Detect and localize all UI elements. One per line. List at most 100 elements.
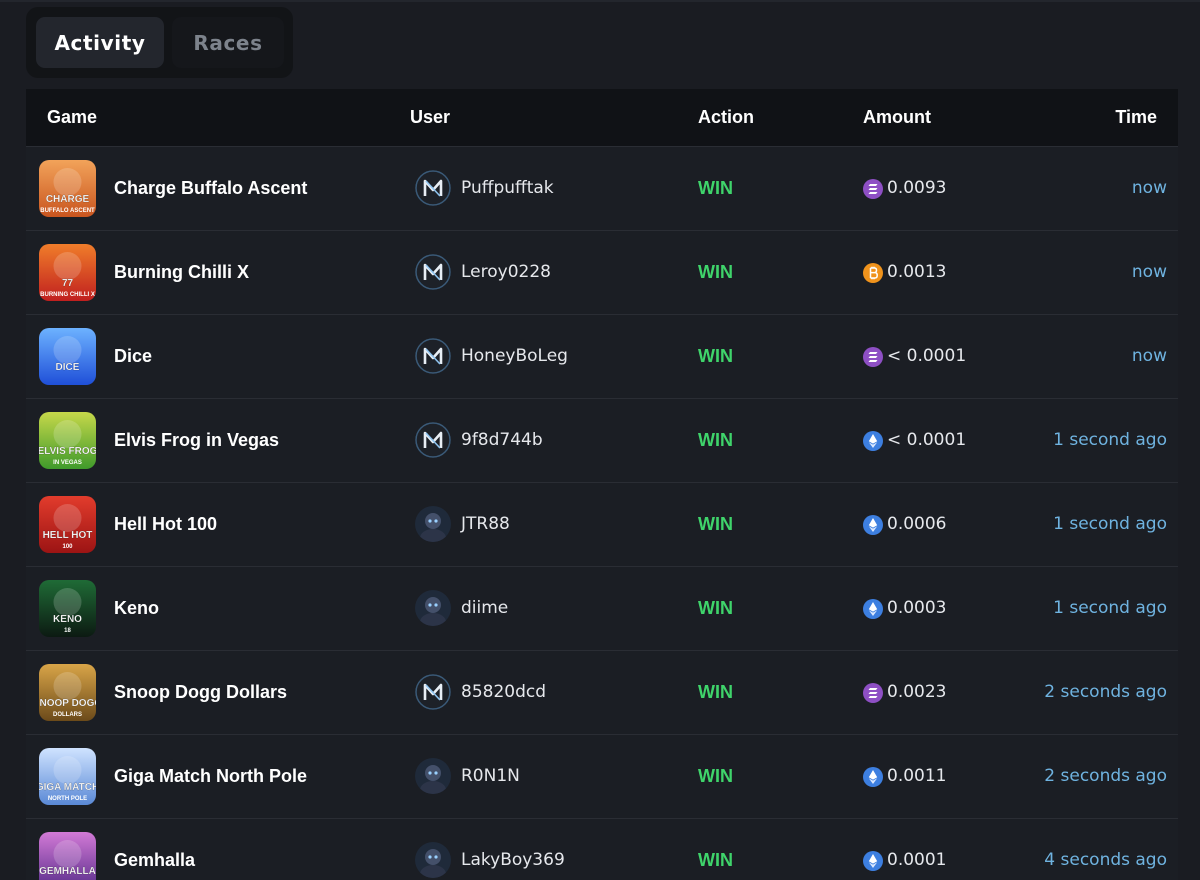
bet-amount: < 0.0001 [887, 430, 967, 450]
action-win-label: WIN [698, 430, 733, 450]
ethereum-icon [863, 767, 883, 787]
action-win-label: WIN [698, 178, 733, 198]
username[interactable]: LakyBoy369 [461, 850, 565, 870]
time-ago: now [1131, 346, 1167, 366]
header-time: Time [1115, 107, 1157, 127]
bet-amount: 0.0093 [887, 178, 947, 198]
action-win-label: WIN [698, 346, 733, 366]
game-thumbnail[interactable]: GIGA MATCH NORTH POLE [39, 748, 96, 805]
game-thumbnail-subtitle: BURNING CHILLI X [40, 292, 95, 298]
game-name-link[interactable]: Hell Hot 100 [114, 514, 218, 534]
game-thumbnail[interactable]: DICE [39, 328, 96, 385]
solana-icon [863, 347, 883, 367]
game-thumbnail[interactable]: SNOOP DOGG DOLLARS [39, 664, 96, 721]
table-row[interactable]: GEMHALLA Gemhalla LakyBoy369 WIN 0.0001 4 sec… [26, 818, 1178, 880]
game-name-link[interactable]: Snoop Dogg Dollars [114, 682, 287, 702]
table-row[interactable]: CHARGE BUFFALO ASCENT Charge Buffalo Ascen… [26, 146, 1178, 229]
tab-activity[interactable]: Activity [36, 17, 164, 68]
table-row[interactable]: ELVIS FROG IN VEGAS Elvis Frog in Vegas 9f8… [26, 398, 1178, 481]
time-ago: 2 seconds ago [1044, 682, 1167, 702]
table-row[interactable]: GIGA MATCH NORTH POLE Giga Match North Pol… [26, 734, 1178, 817]
action-win-label: WIN [698, 514, 733, 534]
bet-amount: 0.0001 [887, 850, 947, 870]
username[interactable]: 9f8d744b [461, 430, 543, 450]
activity-tabs: Activity Races [26, 7, 293, 78]
action-win-label: WIN [698, 766, 733, 786]
action-win-label: WIN [698, 682, 733, 702]
table-row[interactable]: 77 BURNING CHILLI X Burning Chilli X Leroy0… [26, 230, 1178, 313]
bet-amount: 0.0011 [887, 766, 947, 786]
table-row[interactable]: DICE Dice HoneyBoLeg WIN < 0.0001 now [26, 314, 1178, 397]
username[interactable]: JTR88 [461, 514, 510, 534]
username[interactable]: R0N1N [461, 766, 520, 786]
user-photo-avatar[interactable] [415, 758, 451, 794]
solana-icon [863, 179, 883, 199]
game-thumbnail-title: DICE [56, 362, 80, 373]
game-thumbnail-title: CHARGE [46, 194, 90, 205]
username[interactable]: Leroy0228 [461, 262, 551, 282]
bet-amount: < 0.0001 [887, 346, 967, 366]
game-thumbnail-title: SNOOP DOGG [39, 698, 96, 709]
game-thumbnail-subtitle: 18 [64, 628, 71, 634]
action-win-label: WIN [698, 850, 733, 870]
game-thumbnail[interactable]: CHARGE BUFFALO ASCENT [39, 160, 96, 217]
action-win-label: WIN [698, 262, 733, 282]
user-logo-avatar[interactable] [415, 338, 451, 374]
bet-amount: 0.0003 [887, 598, 947, 618]
user-photo-avatar[interactable] [415, 506, 451, 542]
game-thumbnail-title: KENO [53, 614, 82, 625]
game-thumbnail[interactable]: GEMHALLA [39, 832, 96, 880]
username[interactable]: 85820dcd [461, 682, 547, 702]
user-logo-avatar[interactable] [415, 254, 451, 290]
table-row[interactable]: SNOOP DOGG DOLLARS Snoop Dogg Dollars 85820… [26, 650, 1178, 733]
game-thumbnail-title: ELVIS FROG [39, 446, 96, 457]
game-name-link[interactable]: Giga Match North Pole [114, 766, 308, 786]
time-ago: 4 seconds ago [1044, 850, 1167, 870]
tab-races[interactable]: Races [172, 17, 284, 68]
username[interactable]: Puffpufftak [461, 178, 554, 198]
game-name-link[interactable]: Elvis Frog in Vegas [114, 430, 280, 450]
game-name-link[interactable]: Gemhalla [114, 850, 196, 870]
ethereum-icon [863, 431, 883, 451]
game-name-link[interactable]: Dice [114, 346, 153, 366]
game-thumbnail-subtitle: NORTH POLE [48, 796, 87, 802]
table-row[interactable]: HELL HOT 100 Hell Hot 100 JTR88 WIN 0.0006 1 s… [26, 482, 1178, 565]
game-thumbnail[interactable]: KENO 18 [39, 580, 96, 637]
username[interactable]: HoneyBoLeg [461, 346, 568, 366]
table-row[interactable]: KENO 18 Keno diime WIN 0.0003 1 second ago [26, 566, 1178, 649]
game-thumbnail-title: HELL HOT [43, 530, 93, 541]
game-name-link[interactable]: Charge Buffalo Ascent [114, 178, 308, 198]
header-action: Action [698, 107, 754, 127]
ethereum-icon [863, 515, 883, 535]
top-divider [0, 0, 1200, 2]
time-ago: 1 second ago [1053, 514, 1167, 534]
bet-amount: 0.0013 [887, 262, 947, 282]
game-thumbnail[interactable]: 77 BURNING CHILLI X [39, 244, 96, 301]
table-header: Game User Action Amount Time [26, 89, 1178, 146]
activity-table: Game User Action Amount Time CHARGE BUFFA… [26, 89, 1178, 880]
game-thumbnail-subtitle: IN VEGAS [53, 460, 82, 466]
game-thumbnail[interactable]: HELL HOT 100 [39, 496, 96, 553]
header-amount: Amount [863, 107, 931, 127]
user-photo-avatar[interactable] [415, 590, 451, 626]
game-thumbnail-subtitle: DOLLARS [53, 712, 82, 718]
user-photo-avatar[interactable] [415, 842, 451, 878]
game-thumbnail-subtitle: 100 [62, 544, 73, 550]
game-thumbnail-title: GIGA MATCH [39, 782, 96, 793]
time-ago: now [1131, 262, 1167, 282]
game-thumbnail[interactable]: ELVIS FROG IN VEGAS [39, 412, 96, 469]
user-logo-avatar[interactable] [415, 674, 451, 710]
user-logo-avatar[interactable] [415, 170, 451, 206]
user-logo-avatar[interactable] [415, 422, 451, 458]
game-name-link[interactable]: Burning Chilli X [114, 262, 249, 282]
header-user: User [410, 107, 451, 127]
time-ago: now [1131, 178, 1167, 198]
action-win-label: WIN [698, 598, 733, 618]
solana-icon [863, 683, 883, 703]
header-game: Game [47, 107, 98, 127]
game-name-link[interactable]: Keno [114, 598, 159, 618]
username[interactable]: diime [461, 598, 509, 618]
time-ago: 1 second ago [1053, 598, 1167, 618]
game-thumbnail-title: GEMHALLA [39, 866, 96, 877]
bitcoin-icon [863, 263, 883, 283]
